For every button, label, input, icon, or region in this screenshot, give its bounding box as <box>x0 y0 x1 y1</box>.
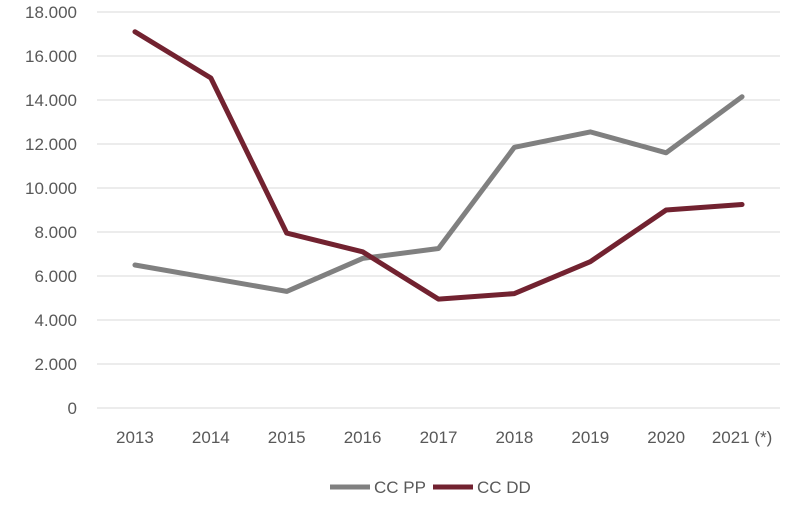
x-tick-label: 2017 <box>420 428 458 447</box>
y-tick-label: 8.000 <box>34 223 77 242</box>
x-tick-label: 2015 <box>268 428 306 447</box>
x-axis-tick-labels: 2013 2014 2015 2016 2017 2018 2019 2020 2021 (*) <box>116 428 772 447</box>
x-tick-label: 2013 <box>116 428 154 447</box>
series-lines <box>135 32 742 300</box>
x-tick-label: 2016 <box>344 428 382 447</box>
y-tick-label: 12.000 <box>25 135 77 154</box>
legend-label: CC PP <box>374 478 426 497</box>
y-tick-label: 0 <box>68 399 77 418</box>
legend-label: CC DD <box>477 478 531 497</box>
y-tick-label: 10.000 <box>25 179 77 198</box>
y-tick-label: 14.000 <box>25 91 77 110</box>
y-tick-label: 4.000 <box>34 311 77 330</box>
y-tick-label: 2.000 <box>34 355 77 374</box>
y-tick-label: 16.000 <box>25 47 77 66</box>
x-tick-label: 2021 (*) <box>712 428 772 447</box>
y-tick-label: 18.000 <box>25 3 77 22</box>
series-line-cc-pp <box>135 97 742 292</box>
x-tick-label: 2019 <box>571 428 609 447</box>
y-axis-tick-labels: 0 2.000 4.000 6.000 8.000 10.000 12.000 14.000 1… <box>25 3 77 418</box>
x-tick-label: 2020 <box>647 428 685 447</box>
y-tick-label: 6.000 <box>34 267 77 286</box>
x-tick-label: 2018 <box>495 428 533 447</box>
x-tick-label: 2014 <box>192 428 230 447</box>
legend: CC PP CC DD <box>330 478 531 497</box>
series-line-cc-dd <box>135 32 742 299</box>
